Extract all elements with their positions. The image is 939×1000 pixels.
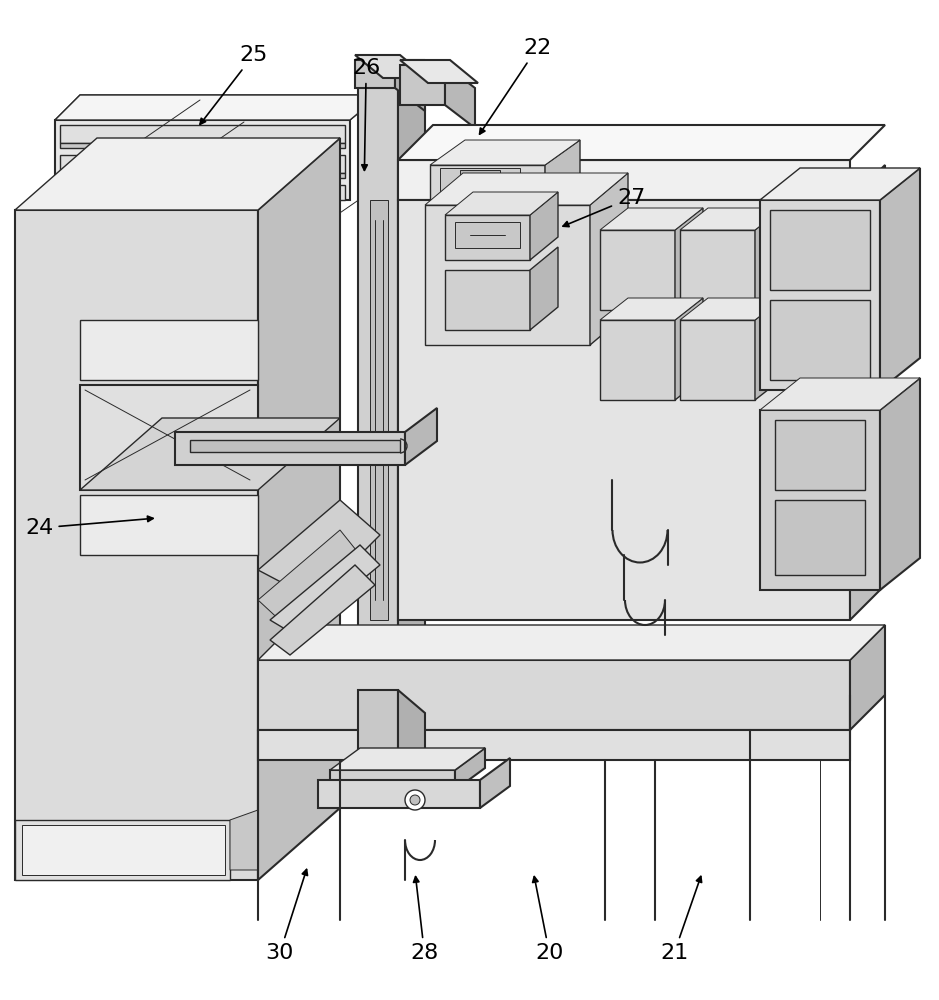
Polygon shape — [395, 60, 425, 111]
Polygon shape — [405, 408, 437, 465]
Polygon shape — [600, 208, 703, 230]
Polygon shape — [530, 247, 558, 330]
Polygon shape — [358, 690, 398, 770]
Text: 22: 22 — [480, 38, 551, 134]
Polygon shape — [680, 208, 783, 230]
Polygon shape — [15, 138, 340, 210]
Polygon shape — [850, 165, 885, 620]
Polygon shape — [80, 320, 258, 380]
Polygon shape — [455, 222, 520, 248]
Polygon shape — [680, 298, 783, 320]
Polygon shape — [440, 168, 520, 195]
Polygon shape — [760, 200, 880, 390]
Polygon shape — [258, 625, 885, 660]
Polygon shape — [590, 173, 628, 345]
Polygon shape — [318, 780, 480, 808]
Polygon shape — [330, 748, 485, 770]
Polygon shape — [755, 208, 783, 310]
Text: 28: 28 — [410, 877, 439, 963]
Polygon shape — [680, 230, 755, 310]
Text: 26: 26 — [352, 58, 380, 170]
Polygon shape — [15, 820, 230, 880]
Polygon shape — [258, 500, 380, 600]
Polygon shape — [755, 298, 783, 400]
Text: 27: 27 — [563, 188, 645, 227]
Polygon shape — [445, 215, 530, 260]
Polygon shape — [358, 85, 398, 690]
Polygon shape — [760, 378, 920, 410]
Polygon shape — [398, 125, 885, 160]
Polygon shape — [770, 210, 870, 290]
Polygon shape — [22, 825, 225, 875]
Text: 20: 20 — [532, 877, 563, 963]
Text: 21: 21 — [660, 876, 701, 963]
Polygon shape — [425, 173, 628, 205]
Polygon shape — [460, 170, 500, 185]
Polygon shape — [60, 155, 345, 173]
Text: 24: 24 — [25, 516, 153, 538]
Polygon shape — [398, 690, 425, 793]
Polygon shape — [80, 385, 258, 490]
Circle shape — [405, 790, 425, 810]
Polygon shape — [190, 440, 400, 452]
Polygon shape — [600, 320, 675, 400]
Polygon shape — [258, 138, 340, 880]
Polygon shape — [258, 730, 850, 760]
Polygon shape — [400, 60, 478, 83]
Polygon shape — [355, 55, 428, 78]
Polygon shape — [760, 168, 920, 200]
Polygon shape — [258, 530, 360, 625]
Polygon shape — [60, 185, 345, 200]
Polygon shape — [230, 810, 258, 870]
Polygon shape — [430, 165, 545, 200]
Polygon shape — [545, 140, 580, 200]
Text: 30: 30 — [266, 869, 308, 963]
Polygon shape — [358, 60, 425, 85]
Polygon shape — [175, 432, 405, 465]
Polygon shape — [80, 495, 258, 555]
Polygon shape — [425, 205, 590, 345]
Polygon shape — [398, 160, 850, 200]
Polygon shape — [430, 140, 580, 165]
Polygon shape — [15, 210, 258, 880]
Polygon shape — [880, 378, 920, 590]
Polygon shape — [600, 230, 675, 310]
Polygon shape — [80, 418, 340, 490]
Polygon shape — [400, 65, 445, 105]
Polygon shape — [680, 320, 755, 400]
Polygon shape — [55, 95, 380, 120]
Polygon shape — [220, 200, 290, 225]
Polygon shape — [60, 143, 345, 148]
Polygon shape — [55, 95, 380, 120]
Polygon shape — [770, 300, 870, 380]
Polygon shape — [398, 200, 850, 620]
Polygon shape — [530, 192, 558, 260]
Polygon shape — [355, 60, 395, 88]
Polygon shape — [270, 545, 380, 635]
Polygon shape — [455, 748, 485, 790]
Polygon shape — [675, 298, 703, 400]
Polygon shape — [60, 125, 345, 143]
Polygon shape — [55, 120, 350, 200]
Polygon shape — [775, 500, 865, 575]
Polygon shape — [60, 173, 345, 178]
Polygon shape — [445, 65, 475, 128]
Polygon shape — [445, 270, 530, 330]
Polygon shape — [258, 660, 850, 730]
Polygon shape — [280, 175, 330, 225]
Polygon shape — [775, 420, 865, 490]
Polygon shape — [675, 208, 703, 310]
Text: 25: 25 — [200, 45, 268, 124]
Polygon shape — [370, 200, 388, 620]
Polygon shape — [330, 770, 455, 790]
Polygon shape — [600, 298, 703, 320]
Polygon shape — [880, 168, 920, 390]
Polygon shape — [398, 85, 425, 713]
Polygon shape — [270, 565, 375, 655]
Polygon shape — [760, 410, 880, 590]
Polygon shape — [850, 625, 885, 730]
Polygon shape — [445, 192, 558, 215]
Polygon shape — [480, 758, 510, 808]
Circle shape — [410, 795, 420, 805]
